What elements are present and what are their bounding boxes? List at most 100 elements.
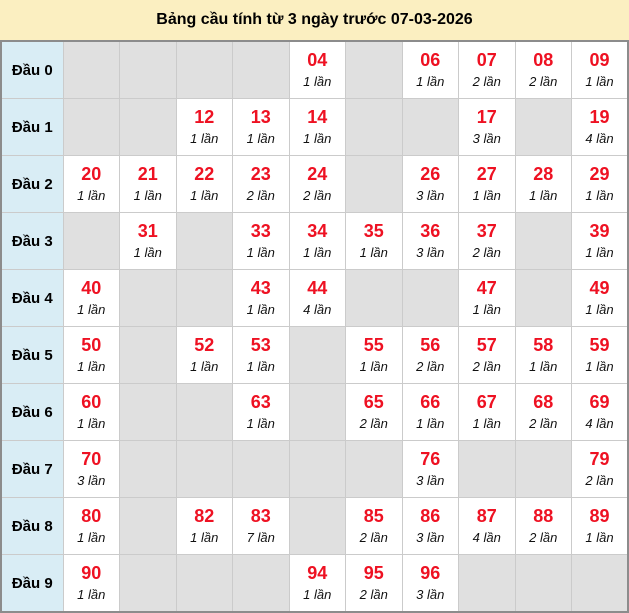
number-cell: 33 1 lần [232, 212, 290, 270]
number-cell: 04 1 lần [288, 40, 346, 99]
table-row: Đầu 9 90 1 lần 94 1 lần 95 2 lần 96 3 lần [0, 554, 629, 613]
cell-count: 3 lần [416, 587, 445, 602]
empty-cell [119, 554, 177, 613]
empty-cell [345, 98, 403, 156]
cell-count: 2 lần [585, 473, 614, 488]
cell-count: 1 lần [416, 416, 445, 431]
table-row: Đầu 7 70 3 lần 76 3 lần 79 2 lần [0, 440, 629, 498]
number-cell: 14 1 lần [288, 98, 346, 156]
cell-count: 2 lần [246, 188, 275, 203]
cell-count: 1 lần [472, 188, 501, 203]
number-cell: 87 4 lần [458, 497, 516, 555]
number-cell: 94 1 lần [288, 554, 346, 613]
number-cell: 89 1 lần [571, 497, 629, 555]
number-cell: 44 4 lần [288, 269, 346, 327]
number-cell: 58 1 lần [514, 326, 572, 384]
cell-count: 1 lần [416, 74, 445, 89]
number-cell: 39 1 lần [571, 212, 629, 270]
number-cell: 37 2 lần [458, 212, 516, 270]
cell-number: 04 [307, 50, 328, 70]
cell-number: 28 [533, 164, 554, 184]
cell-number: 26 [420, 164, 441, 184]
title-bar: Bảng cầu tính từ 3 ngày trước 07-03-2026 [0, 0, 629, 40]
empty-cell [458, 554, 516, 613]
cell-number: 19 [589, 107, 610, 127]
cell-count: 1 lần [190, 530, 219, 545]
cell-number: 13 [250, 107, 271, 127]
cell-count: 1 lần [585, 245, 614, 260]
cell-number: 83 [250, 506, 271, 526]
cell-count: 1 lần [190, 359, 219, 374]
number-cell: 07 2 lần [458, 40, 516, 99]
empty-cell [62, 212, 120, 270]
cell-count: 1 lần [77, 302, 106, 317]
cell-count: 2 lần [529, 416, 558, 431]
cell-number: 68 [533, 392, 554, 412]
cell-number: 37 [476, 221, 497, 241]
cell-number: 95 [363, 563, 384, 583]
cell-number: 52 [194, 335, 215, 355]
number-cell: 40 1 lần [62, 269, 120, 327]
row-label: Đầu 4 [0, 269, 64, 327]
cell-number: 29 [589, 164, 610, 184]
cell-count: 1 lần [190, 188, 219, 203]
empty-cell [514, 269, 572, 327]
number-cell: 80 1 lần [62, 497, 120, 555]
row-label: Đầu 1 [0, 98, 64, 156]
row-label: Đầu 9 [0, 554, 64, 613]
number-cell: 86 3 lần [401, 497, 459, 555]
number-cell: 13 1 lần [232, 98, 290, 156]
number-cell: 36 3 lần [401, 212, 459, 270]
cell-number: 89 [589, 506, 610, 526]
cell-count: 1 lần [246, 416, 275, 431]
empty-cell [62, 98, 120, 156]
cell-number: 57 [476, 335, 497, 355]
empty-cell [119, 40, 177, 99]
number-cell: 96 3 lần [401, 554, 459, 613]
cell-number: 31 [137, 221, 158, 241]
empty-cell [175, 40, 233, 99]
number-cell: 08 2 lần [514, 40, 572, 99]
number-cell: 17 3 lần [458, 98, 516, 156]
cell-count: 2 lần [359, 416, 388, 431]
number-cell: 70 3 lần [62, 440, 120, 498]
cell-count: 2 lần [472, 74, 501, 89]
number-cell: 95 2 lần [345, 554, 403, 613]
cell-number: 90 [81, 563, 102, 583]
empty-cell [288, 383, 346, 441]
cell-count: 4 lần [472, 530, 501, 545]
cell-number: 40 [81, 278, 102, 298]
cell-count: 1 lần [303, 131, 332, 146]
cell-number: 06 [420, 50, 441, 70]
cell-count: 1 lần [77, 530, 106, 545]
cell-number: 76 [420, 449, 441, 469]
cell-count: 1 lần [77, 587, 106, 602]
number-cell: 47 1 lần [458, 269, 516, 327]
cell-count: 3 lần [416, 245, 445, 260]
empty-cell [119, 497, 177, 555]
empty-cell [62, 40, 120, 99]
cau-table: Đầu 0 04 1 lần 06 1 lần 07 2 lần 08 2 lần 09 1 lần… [0, 40, 629, 613]
cell-number: 44 [307, 278, 328, 298]
cell-count: 1 lần [190, 131, 219, 146]
cell-number: 85 [363, 506, 384, 526]
number-cell: 65 2 lần [345, 383, 403, 441]
number-cell: 68 2 lần [514, 383, 572, 441]
cell-count: 2 lần [416, 359, 445, 374]
number-cell: 24 2 lần [288, 155, 346, 213]
empty-cell [514, 212, 572, 270]
cell-count: 1 lần [472, 302, 501, 317]
cell-count: 2 lần [303, 188, 332, 203]
cell-count: 1 lần [246, 245, 275, 260]
cell-count: 1 lần [77, 416, 106, 431]
number-cell: 59 1 lần [571, 326, 629, 384]
empty-cell [345, 269, 403, 327]
empty-cell [175, 212, 233, 270]
cell-number: 27 [476, 164, 497, 184]
cell-number: 87 [476, 506, 497, 526]
number-cell: 63 1 lần [232, 383, 290, 441]
cell-number: 96 [420, 563, 441, 583]
cell-count: 1 lần [529, 188, 558, 203]
number-cell: 55 1 lần [345, 326, 403, 384]
